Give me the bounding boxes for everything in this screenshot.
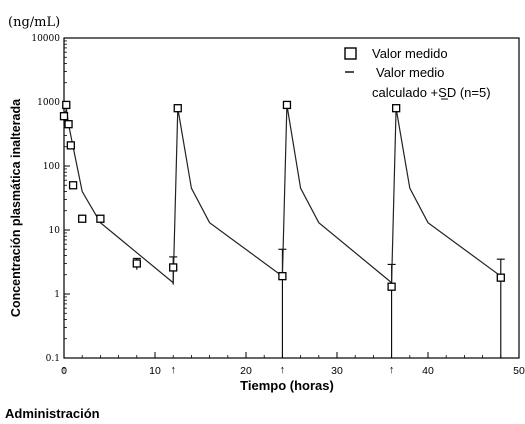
measured-point: [496, 273, 505, 282]
measured-point: [132, 259, 141, 268]
x-axis-ticks: 0 10 20 30 40 50: [61, 352, 525, 377]
plot-frame: [63, 37, 520, 359]
x-tick-label: 30: [331, 365, 343, 377]
dose-arrow: ↑: [389, 364, 395, 376]
mean-concentration-line: [63, 104, 502, 284]
dose-arrow: ↑: [61, 364, 67, 376]
y-tick-label: 0.1: [46, 354, 60, 364]
measured-point: [64, 120, 73, 129]
y-tick-label: 1: [54, 290, 60, 300]
measured-point: [278, 272, 287, 281]
error-bars: [132, 248, 505, 358]
legend-mean-label-line1: Valor medio: [376, 65, 444, 80]
measured-point: [387, 282, 396, 291]
y-unit-label: (ng/mL): [8, 15, 60, 30]
measured-point: [391, 104, 401, 113]
measured-point: [66, 141, 75, 150]
measured-point: [68, 181, 78, 190]
x-tick-label: 20: [240, 365, 252, 377]
y-tick-label: 10000: [31, 34, 60, 44]
measured-point: [169, 263, 178, 272]
legend-measured-label: Valor medido: [372, 46, 448, 61]
y-axis-label: Concentración plasmática inalterada: [9, 98, 23, 317]
x-tick-label: 40: [422, 365, 434, 377]
dose-arrow: ↑: [170, 364, 176, 376]
y-tick-label: 10: [49, 226, 61, 236]
measured-point: [62, 100, 71, 110]
administration-label: Administración: [5, 406, 100, 421]
measured-point: [173, 104, 182, 113]
dose-arrow: ↑: [280, 364, 286, 376]
measured-point: [96, 214, 105, 223]
x-axis-label: Tiempo (horas): [240, 378, 334, 393]
y-tick-label: 100: [43, 162, 60, 172]
mean-series: [63, 104, 502, 284]
measured-point: [78, 214, 87, 223]
legend: Valor medido Valor medio calculado +SD (…: [344, 46, 491, 100]
y-tick-label: 1000: [37, 98, 60, 108]
legend-mean-label-line2: calculado +SD (n=5): [372, 85, 491, 100]
measured-point: [282, 100, 292, 110]
legend-square-symbol: [344, 47, 357, 60]
measured-point: [59, 112, 69, 121]
x-tick-label: 0: [61, 365, 67, 377]
x-tick-label: 50: [513, 365, 525, 377]
measured-series: [59, 100, 505, 291]
x-tick-label: 10: [149, 365, 161, 377]
dosing-markers: ↑ ↑ ↑ ↑: [61, 364, 394, 376]
